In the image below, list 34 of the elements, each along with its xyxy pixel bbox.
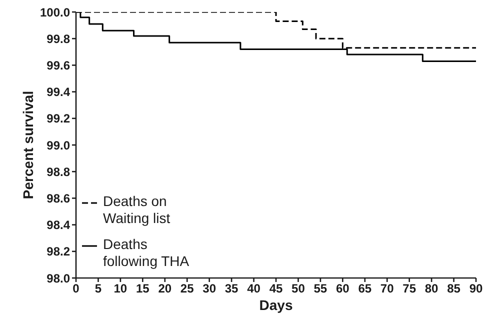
x-tick-label: 60 (336, 282, 350, 296)
x-tick-label: 30 (202, 282, 216, 296)
x-tick-label: 70 (380, 282, 394, 296)
x-tick-label: 5 (94, 282, 102, 296)
y-tick-label: 98.2 (46, 244, 70, 259)
x-tick-label: 15 (136, 282, 150, 296)
y-tick-label: 99.4 (46, 85, 70, 100)
legend-label: Deaths on Waiting list (103, 193, 172, 227)
x-tick-label: 45 (269, 282, 283, 296)
x-tick-label: 90 (469, 282, 483, 296)
x-tick-label: 85 (447, 282, 461, 296)
x-tick-label: 75 (402, 282, 416, 296)
x-tick-label: 80 (424, 282, 439, 296)
y-tick-label: 98.4 (46, 218, 70, 232)
x-tick-label: 50 (292, 282, 306, 296)
y-tick-label: 99.8 (46, 32, 70, 46)
y-tick-label: 98.8 (46, 164, 70, 179)
y-tick-label: 98.0 (46, 271, 70, 286)
x-tick-label: 10 (114, 282, 128, 296)
y-tick-label: 100.0 (40, 5, 70, 20)
legend-label: Deaths following THA (103, 236, 190, 270)
x-tick-label: 40 (247, 282, 261, 296)
x-tick-label: 25 (180, 282, 194, 296)
x-tick-label: 20 (158, 282, 172, 296)
x-tick-label: 0 (72, 282, 80, 296)
x-tick-label: 35 (224, 282, 239, 296)
y-tick-label: 99.0 (46, 138, 70, 152)
x-axis-title: Days (259, 297, 293, 313)
x-tick-label: 65 (358, 282, 372, 296)
y-tick-label: 99.2 (46, 112, 70, 126)
y-tick-label: 98.6 (46, 191, 70, 206)
x-tick-label: 55 (314, 282, 328, 296)
y-tick-label: 99.6 (46, 58, 70, 72)
y-axis-title: Percent survival (20, 90, 36, 200)
